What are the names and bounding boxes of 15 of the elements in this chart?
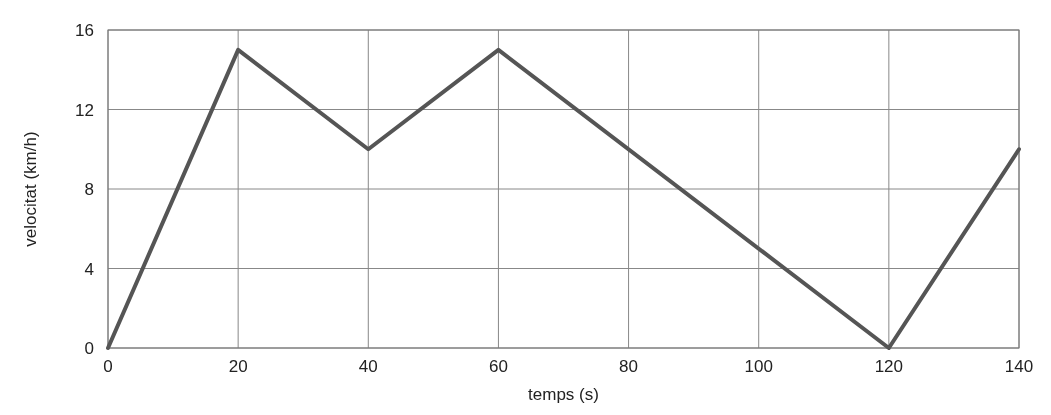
x-tick-label: 100: [744, 357, 773, 376]
x-tick-label: 0: [103, 357, 113, 376]
x-tick-label: 40: [358, 357, 378, 376]
y-tick-label: 16: [75, 21, 94, 40]
x-tick-label: 120: [874, 357, 904, 376]
x-tick-label: 20: [228, 357, 248, 376]
y-tick-label: 4: [84, 259, 94, 279]
x-tick-label: 140: [1004, 357, 1034, 376]
y-tick-label: 8: [84, 180, 94, 199]
x-axis-title: temps (s): [528, 385, 599, 404]
y-axis-title: velocitat (km/h): [21, 131, 40, 247]
x-tick-label: 60: [488, 357, 508, 376]
y-tick-label: 0: [84, 339, 94, 358]
y-tick-label: 12: [75, 100, 94, 120]
x-tick-label: 80: [619, 357, 639, 376]
